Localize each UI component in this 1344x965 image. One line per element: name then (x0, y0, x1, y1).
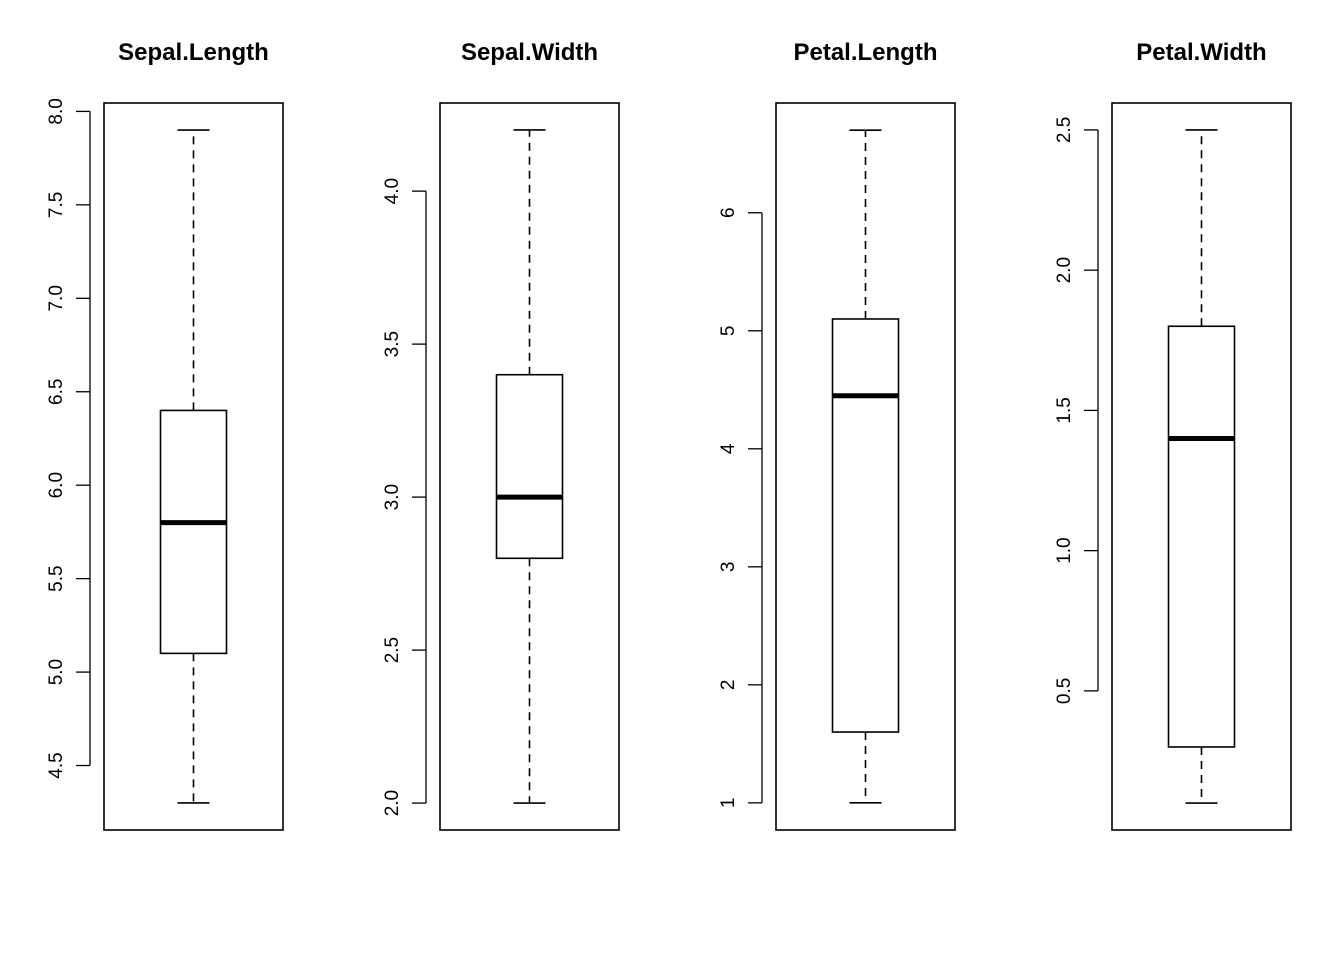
y-tick-label: 1 (718, 798, 739, 809)
panel-title: Sepal.Length (118, 39, 269, 66)
y-tick-label: 6.0 (46, 472, 67, 498)
y-tick-label: 2 (718, 680, 739, 691)
boxplot-panel: Sepal.Length 4.5 5.0 5.5 6.0 6.5 7.0 7.5 8.0 (46, 39, 284, 831)
y-tick-label: 5.0 (46, 659, 67, 685)
y-tick-label: 3 (718, 562, 739, 573)
y-tick-label: 7.0 (46, 285, 67, 311)
y-tick-label: 2.5 (1054, 117, 1075, 143)
y-tick-label: 4 (718, 443, 739, 454)
iqr-box (831, 318, 900, 733)
boxplot-panel: Petal.Width 0.5 1.0 1.5 2.0 2.5 (1054, 39, 1292, 831)
y-tick-label: 1.0 (1054, 537, 1075, 563)
plot-frame (775, 102, 956, 831)
y-tick-label: 0.5 (1054, 678, 1075, 704)
y-tick-label: 4.0 (382, 178, 403, 204)
y-tick-label: 6 (718, 207, 739, 218)
panel-title: Petal.Length (793, 39, 937, 66)
panel-title: Petal.Width (1136, 39, 1266, 66)
iqr-box (495, 373, 564, 560)
y-tick-label: 2.0 (1054, 257, 1075, 283)
y-tick-label: 3.0 (382, 484, 403, 510)
iqr-box (159, 409, 228, 655)
y-tick-label: 1.5 (1054, 397, 1075, 423)
y-tick-label: 3.5 (382, 331, 403, 357)
y-tick-label: 5.5 (46, 565, 67, 591)
panel-title: Sepal.Width (461, 39, 598, 66)
y-tick-label: 5 (718, 325, 739, 336)
boxplot-panel: Sepal.Width 2.0 2.5 3.0 3.5 4.0 (382, 39, 620, 831)
iqr-box (1167, 325, 1236, 748)
plot-frame (103, 102, 284, 831)
y-tick-label: 2.0 (382, 790, 403, 816)
y-tick-label: 4.5 (46, 752, 67, 778)
plot-frame (1111, 102, 1292, 831)
y-tick-label: 8.0 (46, 98, 67, 124)
y-tick-label: 2.5 (382, 637, 403, 663)
plot-frame (439, 102, 620, 831)
y-tick-label: 6.5 (46, 379, 67, 405)
y-tick-label: 7.5 (46, 192, 67, 218)
boxplot-panel: Petal.Length 1 2 3 4 5 6 (718, 39, 956, 831)
